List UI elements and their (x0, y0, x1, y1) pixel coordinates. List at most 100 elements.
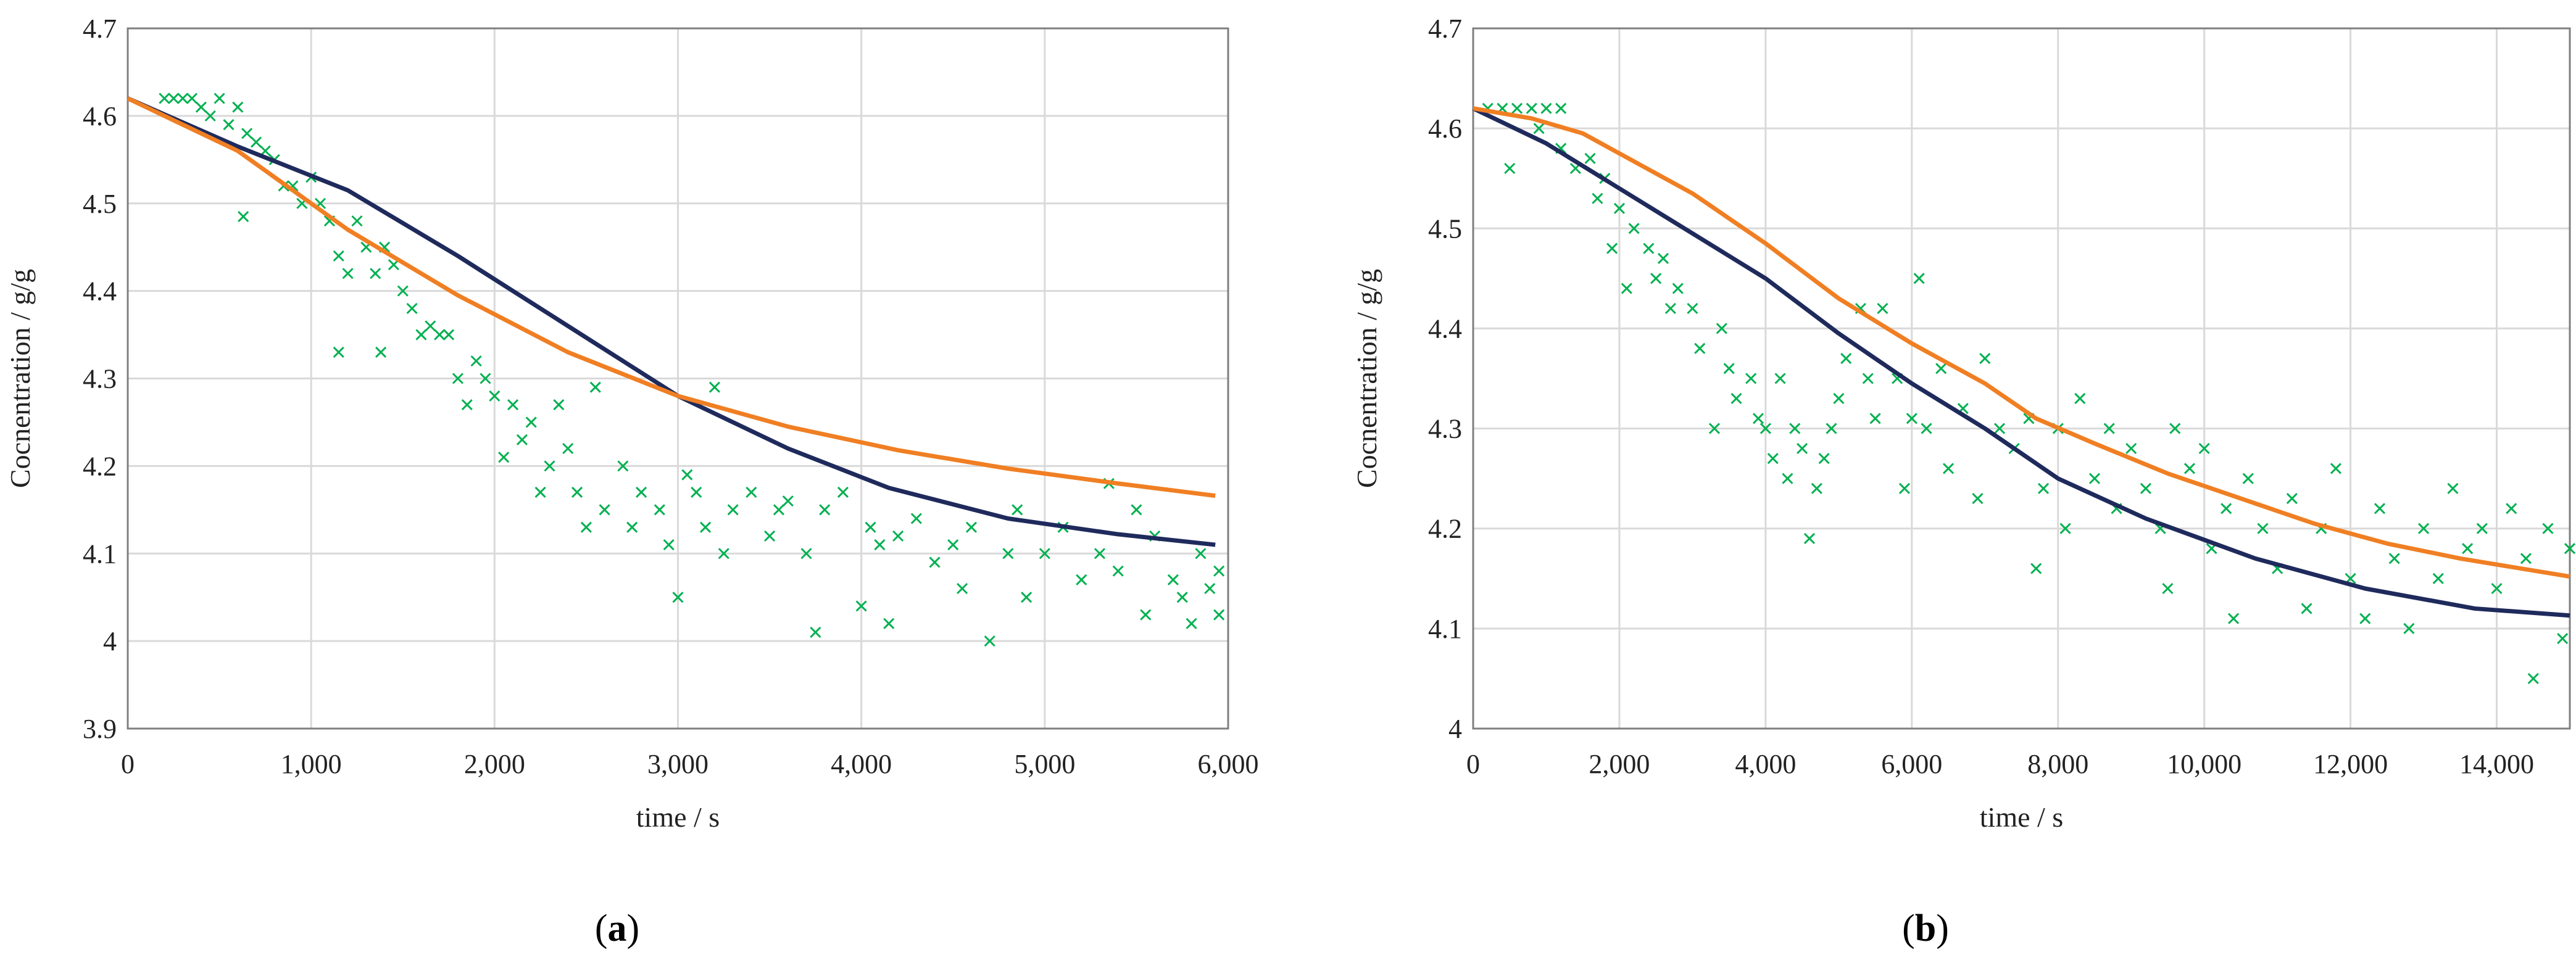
scatter-point (1204, 582, 1216, 595)
scatter-point (1840, 353, 1852, 365)
scatter-point (2103, 423, 2115, 434)
scatter-point (855, 600, 867, 612)
scatter-point (580, 521, 592, 533)
scatter-point (1760, 423, 1771, 434)
scatter-point (2030, 563, 2042, 574)
scatter-point (159, 93, 170, 104)
x-tick-label: 14,000 (2459, 749, 2534, 779)
scatter-point (1979, 353, 1991, 365)
scatter-point (1921, 423, 1932, 434)
scatter-point (1672, 283, 1684, 294)
scatter-point (1942, 463, 1955, 474)
scatter-point (874, 539, 886, 551)
scatter-point (1993, 423, 2006, 434)
scatter-point (333, 250, 344, 262)
y-tick-label: 4.7 (1428, 14, 1462, 44)
scatter-point (1094, 548, 1106, 560)
scatter-point (1906, 413, 1917, 424)
scatter-point (1782, 473, 1793, 484)
scatter-point (406, 302, 418, 315)
scatter-point (700, 521, 712, 533)
scatter-series (159, 93, 1225, 647)
scatter-point (708, 381, 720, 393)
scatter-point (544, 460, 555, 472)
y-tick-label: 4.2 (1428, 514, 1462, 544)
scatter-point (452, 373, 463, 384)
x-axis-label: time / s (1980, 801, 2063, 833)
panel-label: (a) (595, 907, 639, 949)
y-axis-label: Cocnentration / g/g (4, 269, 36, 488)
scatter-point (1723, 363, 1735, 374)
scatter-point (1606, 242, 1618, 254)
scatter-point (617, 460, 629, 472)
scatter-point (1592, 192, 1603, 204)
scatter-point (516, 434, 528, 445)
scatter-point (1540, 102, 1552, 114)
scatter-point (2301, 603, 2312, 614)
scatter-point (498, 452, 510, 463)
plot-area-border (127, 27, 1229, 730)
scatter-point (2162, 582, 2174, 595)
scatter-point (553, 399, 565, 411)
scatter-point (1687, 302, 1698, 315)
scatter-point (2359, 613, 2371, 624)
panel-label: (b) (1902, 907, 1949, 949)
scatter-point (2491, 582, 2503, 595)
scatter-point (425, 320, 436, 332)
scatter-point (214, 93, 225, 104)
scatter-point (342, 268, 354, 279)
scatter-point (2242, 473, 2254, 484)
y-tick-label: 4.1 (83, 539, 117, 569)
scatter-point (2564, 543, 2576, 555)
scatter-point (892, 530, 904, 542)
scatter-point (1694, 342, 1706, 354)
scatter-point (415, 329, 427, 341)
scatter-point (746, 486, 757, 498)
scatter-point (1021, 592, 1032, 603)
scatter-point (636, 486, 647, 498)
scatter-point (1533, 123, 1545, 134)
scatter-point (1833, 392, 1845, 404)
scatter-point (2527, 672, 2539, 684)
scatter-point (1657, 252, 1669, 264)
scatter-point (375, 346, 387, 358)
scatter-point (1972, 493, 1984, 505)
scatter-point (470, 355, 482, 367)
scatter-point (1195, 548, 1207, 560)
scatter-point (2198, 442, 2210, 455)
scatter-point (2506, 503, 2517, 515)
scatter-point (168, 93, 180, 104)
scatter-point (2432, 572, 2444, 584)
scatter-point (507, 399, 519, 411)
x-tick-label: 4,000 (831, 749, 892, 779)
x-tick-label: 0 (121, 749, 135, 779)
scatter-point (534, 486, 546, 498)
y-tick-label: 4.4 (83, 276, 117, 307)
y-axis-label: Cocnentration / g/g (1351, 269, 1382, 488)
scatter-point (965, 521, 978, 533)
scatter-point (2227, 613, 2240, 624)
scatter-point (727, 504, 739, 516)
x-tick-label: 6,000 (1881, 749, 1942, 779)
scatter-point (2476, 523, 2488, 534)
scatter-point (1818, 453, 1830, 465)
scatter-point (2257, 523, 2269, 534)
scatter-point (1613, 202, 1625, 214)
x-tick-label: 1,000 (281, 749, 342, 779)
scatter-point (599, 504, 610, 516)
scatter-point (489, 390, 501, 402)
scatter-point (1112, 565, 1124, 577)
line-series (1473, 106, 2570, 579)
scatter-point (571, 486, 583, 498)
scatter-point (186, 93, 198, 104)
scatter-point (1664, 302, 1676, 315)
line-series (127, 96, 1216, 498)
scatter-point (1176, 592, 1188, 603)
scatter-point (1650, 273, 1662, 284)
scatter-point (241, 128, 253, 139)
scatter-point (2037, 482, 2050, 494)
scatter-point (1555, 102, 1567, 114)
scatter-point (2140, 482, 2151, 494)
scatter-point (1213, 609, 1225, 621)
scatter-point (177, 93, 189, 104)
